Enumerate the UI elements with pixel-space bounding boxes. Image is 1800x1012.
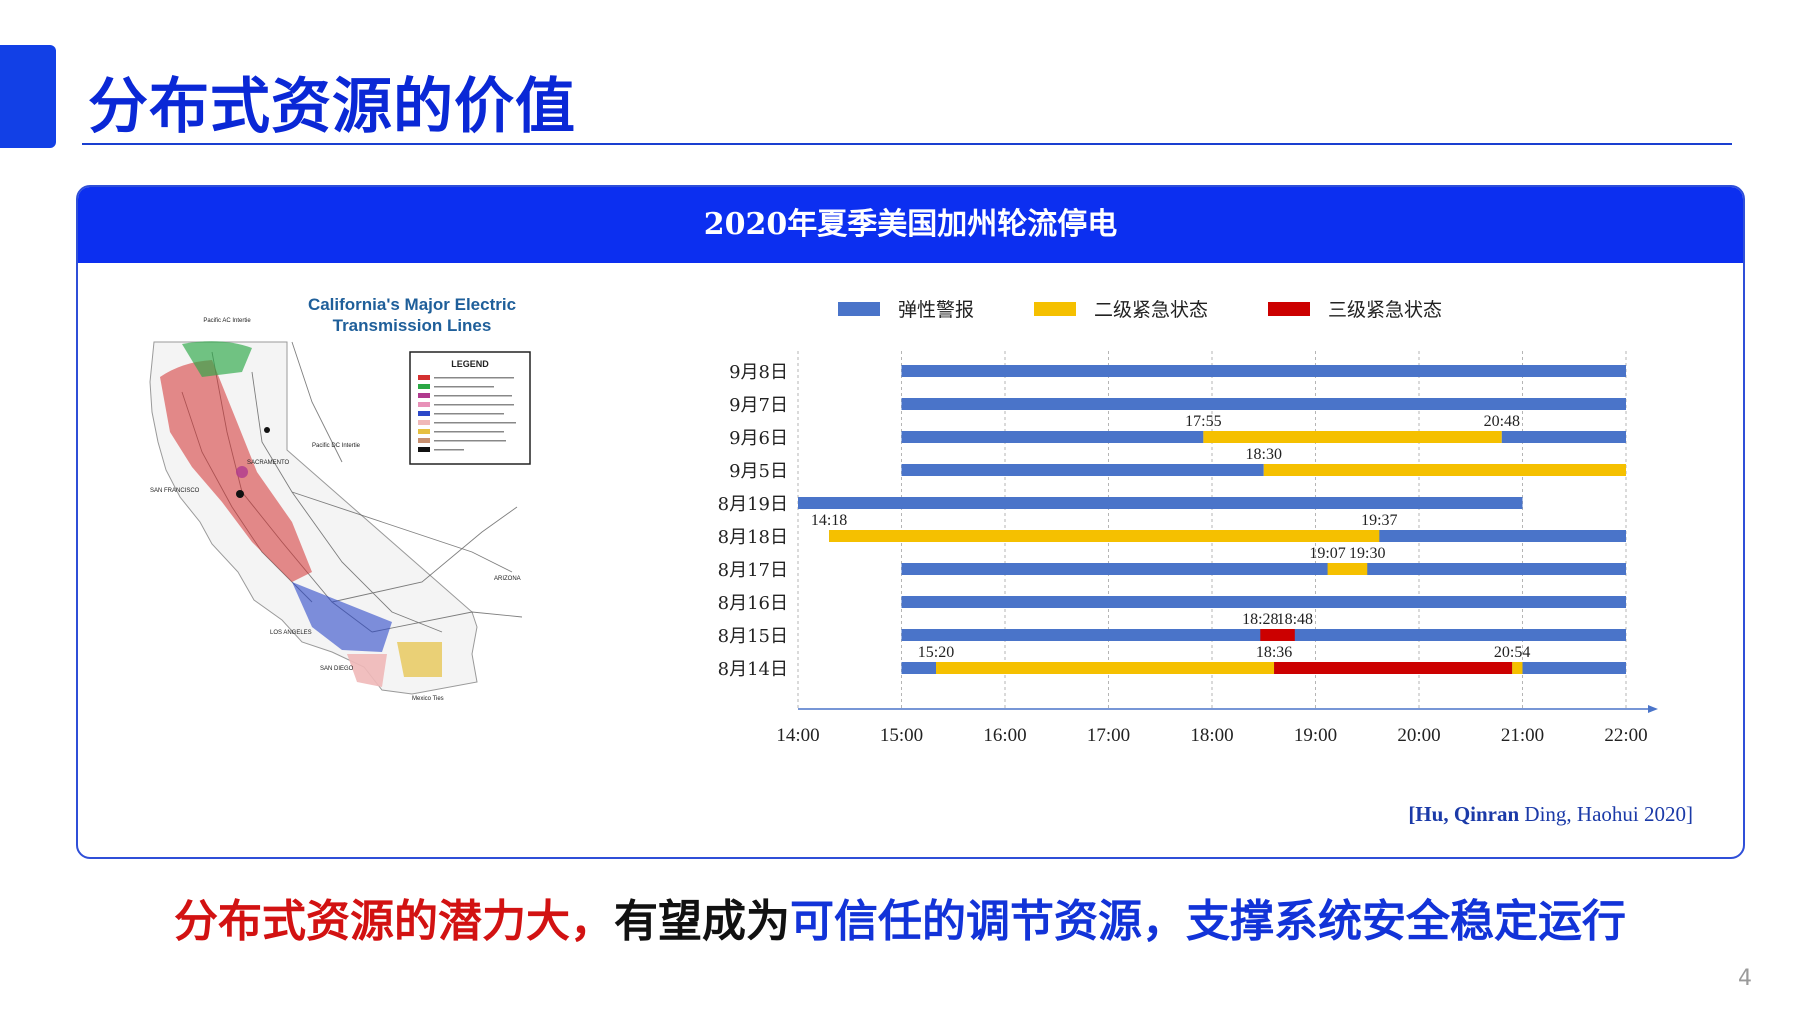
label-san-francisco: SAN FRANCISCO <box>150 488 200 494</box>
map-city-labels: Pacific AC Intertie Pacific DC Intertie … <box>150 318 521 702</box>
time-annotation: 17:55 <box>1185 413 1221 430</box>
x-tick-label: 15:00 <box>880 725 923 746</box>
label-san-diego: SAN DIEGO <box>320 666 354 672</box>
gantt-bar-segment <box>1263 464 1626 476</box>
time-annotation: 15:20 <box>918 644 954 661</box>
row-date-label: 8月16日 <box>718 593 788 614</box>
citation-rest: Ding, Haohui 2020] <box>1519 802 1693 826</box>
row-date-label: 8月19日 <box>718 494 788 515</box>
row-date-label: 8月17日 <box>718 560 788 581</box>
row-date-label: 9月5日 <box>729 461 788 482</box>
label-arizona: ARIZONA <box>494 576 521 582</box>
citation-authors: [Hu, Qinran <box>1408 802 1520 826</box>
gantt-bar-segment <box>1274 662 1513 674</box>
time-annotation: 18:36 <box>1256 644 1292 661</box>
label-mexico-ties: Mexico Ties <box>412 696 444 702</box>
gantt-bar-segment <box>936 662 1275 674</box>
x-axis-arrow <box>1648 705 1658 713</box>
time-annotation: 18:30 <box>1246 446 1282 463</box>
citation: [Hu, Qinran Ding, Haohui 2020] <box>1408 802 1693 827</box>
gantt-bar-segment <box>901 431 1204 443</box>
legend-swatch-elastic-alert <box>838 301 880 316</box>
time-annotation: 18:48 <box>1277 611 1313 628</box>
statement-red-part: 分布式资源的潜力大， <box>174 896 614 947</box>
bottom-statement: 分布式资源的潜力大，有望成为可信任的调节资源，支撑系统安全稳定运行 <box>0 885 1800 949</box>
x-tick-label: 20:00 <box>1397 725 1440 746</box>
page-number: 4 <box>1738 966 1752 991</box>
time-annotation: 18:28 <box>1242 611 1278 628</box>
legend-swatch-level3-emergency <box>1268 301 1311 316</box>
gantt-bar-segment <box>901 563 1626 575</box>
legend-label-level3-emergency: 三级紧急状态 <box>1328 299 1443 321</box>
x-tick-label: 16:00 <box>983 725 1026 746</box>
time-annotation: 19:37 <box>1361 512 1397 529</box>
x-tick-label: 14:00 <box>776 725 819 746</box>
map-title-line1: California's Major Electric <box>308 295 516 314</box>
utility-territories <box>160 341 442 687</box>
row-date-label: 9月6日 <box>729 428 788 449</box>
row-date-label: 8月15日 <box>718 626 788 647</box>
x-tick-label: 18:00 <box>1190 725 1233 746</box>
time-annotation: 20:48 <box>1484 413 1520 430</box>
label-pacific-ac: Pacific AC Intertie <box>203 318 251 324</box>
legend-item-elastic-alert: 弹性警报 <box>838 295 974 322</box>
x-tick-label: 21:00 <box>1501 725 1544 746</box>
legend-item-level2-emergency: 二级紧急状态 <box>1034 295 1208 322</box>
california-transmission-map: California's Major Electric Transmission… <box>149 295 531 702</box>
chart-legend: 弹性警报 二级紧急状态 三级紧急状态 <box>838 295 1442 322</box>
content-panel: 2020年夏季美国加州轮流停电 California's Major Elect… <box>76 185 1745 859</box>
legend-item-level3-emergency: 三级紧急状态 <box>1268 295 1442 322</box>
time-annotation: 19:07 <box>1309 545 1345 562</box>
time-annotation: 20:54 <box>1494 644 1530 661</box>
gantt-bar-segment <box>901 365 1626 377</box>
title-divider <box>82 143 1732 145</box>
gantt-bar-segment <box>1327 563 1368 575</box>
gantt-bar-segment <box>901 596 1626 608</box>
x-tick-label: 19:00 <box>1294 725 1337 746</box>
panel-header: 2020年夏季美国加州轮流停电 <box>78 187 1743 263</box>
label-sacramento: SACRAMENTO <box>247 460 290 466</box>
gantt-bar-segment <box>1260 629 1295 641</box>
time-annotation: 19:30 <box>1349 545 1385 562</box>
legend-swatch-level2-emergency <box>1034 301 1077 316</box>
row-date-label: 8月14日 <box>718 659 788 680</box>
gantt-bar-segment <box>901 398 1626 410</box>
time-annotation: 14:18 <box>811 512 847 529</box>
label-pacific-dc: Pacific DC Intertie <box>312 443 361 449</box>
gantt-bar-segment <box>798 497 1523 509</box>
legend-label-level2-emergency: 二级紧急状态 <box>1094 299 1209 321</box>
gantt-bar-segment <box>1512 662 1523 674</box>
x-tick-label: 17:00 <box>1087 725 1130 746</box>
statement-black-part: 有望成为 <box>614 896 790 947</box>
gantt-plot: 14:00 15:00 16:00 17:00 18:00 19:00 20:00 21:00… <box>718 351 1658 746</box>
gantt-chart: 弹性警报 二级紧急状态 三级紧急状态 14:00 15:00 16:00 17:00 1… <box>668 295 1728 815</box>
label-los-angeles: LOS ANGELES <box>270 630 312 636</box>
gantt-bar-segment <box>829 530 1380 542</box>
legend-label-elastic-alert: 弹性警报 <box>898 299 975 321</box>
row-date-label: 9月8日 <box>729 362 788 383</box>
title-accent-bar <box>0 45 56 148</box>
statement-blue-part: 可信任的调节资源，支撑系统安全稳定运行 <box>790 896 1626 947</box>
map-legend-title: LEGEND <box>451 359 489 369</box>
map-title-line2: Transmission Lines <box>333 316 492 335</box>
row-date-label: 9月7日 <box>729 395 788 416</box>
x-tick-label: 22:00 <box>1604 725 1647 746</box>
gantt-bar-segment <box>1203 431 1502 443</box>
row-date-label: 8月18日 <box>718 527 788 548</box>
gantt-bar-segment <box>901 464 1264 476</box>
gantt-bar-segment <box>1501 431 1626 443</box>
slide-title: 分布式资源的价值 <box>88 72 576 142</box>
map-legend-box: LEGEND <box>409 351 531 465</box>
